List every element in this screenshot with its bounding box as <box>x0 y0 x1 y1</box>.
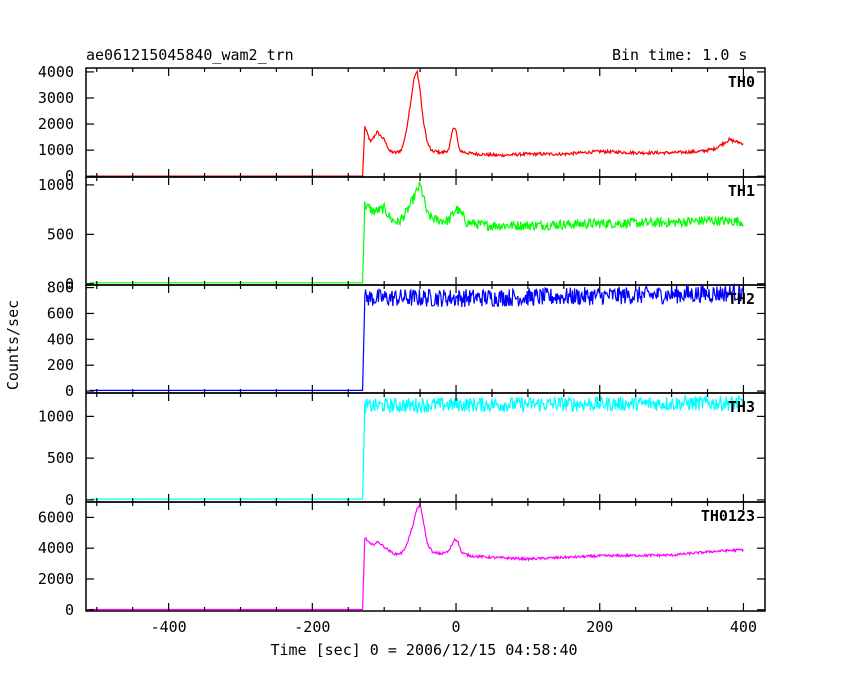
panel-th0: 0 1000 2000 3000 4000 TH0 <box>38 63 766 185</box>
y-tick-label: 1000 <box>38 141 74 159</box>
series-line-th0123 <box>89 502 744 611</box>
y-tick-label: 200 <box>47 356 74 374</box>
y-tick-label: 0 <box>65 382 74 400</box>
y-tick-label: 1000 <box>38 407 74 425</box>
series-line-th3 <box>89 393 744 500</box>
bin-time-label: Bin time: 1.0 s <box>612 46 747 64</box>
x-tick-label: 0 <box>452 618 461 636</box>
y-tick-label: 0 <box>65 601 74 619</box>
panel-frame <box>85 67 766 178</box>
panel-frame <box>85 501 766 612</box>
series-line-th1 <box>89 181 744 284</box>
y-tick-label: 3000 <box>38 89 74 107</box>
x-tick-label: 200 <box>586 618 613 636</box>
panel-label: TH0 <box>728 73 755 91</box>
panel-label: TH2 <box>728 290 755 308</box>
x-tick-label: -400 <box>151 618 187 636</box>
y-tick-label: 2000 <box>38 570 74 588</box>
y-tick-label: 4000 <box>38 539 74 557</box>
y-tick-label: 6000 <box>38 508 74 526</box>
x-tick-label: -200 <box>294 618 330 636</box>
panel-th3: 0 500 1000 TH3 <box>38 392 766 509</box>
x-axis-label: Time [sec] 0 = 2006/12/15 04:58:40 <box>270 641 577 659</box>
panel-label: TH3 <box>728 398 755 416</box>
panel-th1: 0 500 1000 TH1 <box>38 176 766 293</box>
y-tick-label: 500 <box>47 449 74 467</box>
panel-frame <box>85 392 766 503</box>
y-tick-label: 500 <box>47 225 74 243</box>
y-axis-label: Counts/sec <box>4 300 22 390</box>
plot-title: ae061215045840_wam2_trn <box>86 46 294 64</box>
series-line-th2 <box>89 282 744 391</box>
y-tick-label: 400 <box>47 330 74 348</box>
y-tick-label: 800 <box>47 279 74 297</box>
panel-frame <box>85 176 766 286</box>
panel-label: TH1 <box>728 182 755 200</box>
y-tick-label: 4000 <box>38 63 74 81</box>
y-tick-label: 2000 <box>38 115 74 133</box>
y-tick-label: 600 <box>47 304 74 322</box>
y-tick-label: 0 <box>65 275 74 293</box>
y-tick-label: 0 <box>65 167 74 185</box>
x-tick-label: 400 <box>730 618 757 636</box>
panel-th2: 0 200 400 600 800 TH2 <box>47 279 766 400</box>
panel-th0123: 0 2000 4000 6000 TH0123 -400 -200 0 200 400 <box>38 501 766 636</box>
y-tick-label: 1000 <box>38 176 74 194</box>
series-line-th0 <box>89 69 744 177</box>
panel-label: TH0123 <box>701 507 755 525</box>
y-tick-label: 0 <box>65 491 74 509</box>
